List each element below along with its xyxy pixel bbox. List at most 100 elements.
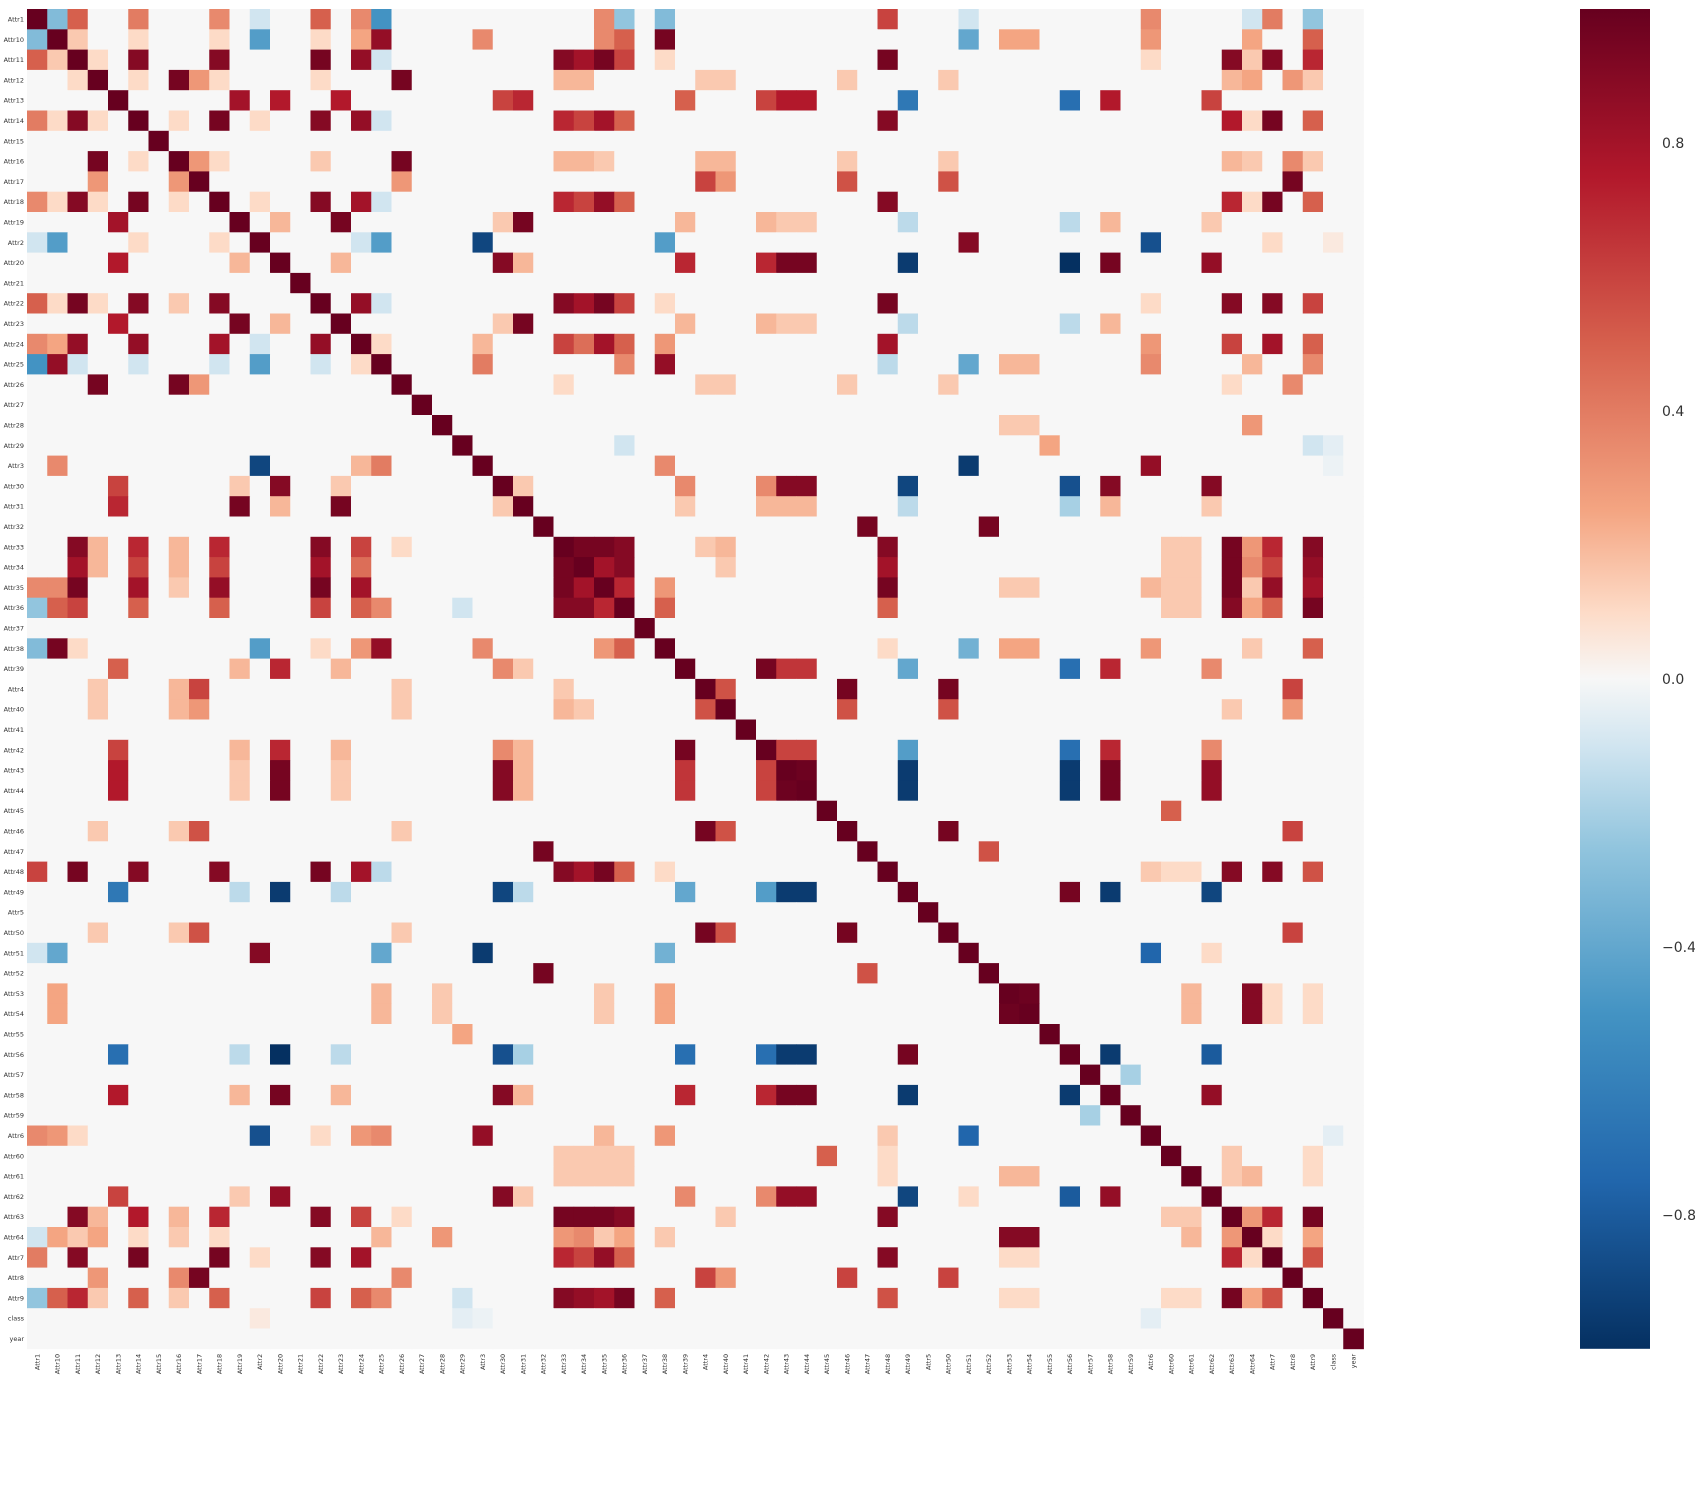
heatmap-cell — [634, 1186, 656, 1208]
y-tick-label: Attr37 — [4, 624, 24, 632]
heatmap-cell — [148, 293, 170, 314]
heatmap-cell — [654, 1044, 676, 1065]
heatmap-cell — [1242, 171, 1263, 193]
heatmap-cell — [351, 232, 372, 253]
heatmap-cell — [756, 435, 777, 456]
heatmap-cell — [1262, 1024, 1283, 1045]
heatmap-cell — [897, 1105, 919, 1126]
heatmap-cell — [1323, 780, 1344, 802]
heatmap-cell — [351, 678, 372, 700]
heatmap-cell — [310, 110, 332, 132]
heatmap-cell — [938, 841, 959, 862]
heatmap-cell — [756, 1227, 777, 1248]
heatmap-cell — [1161, 963, 1182, 984]
heatmap-cell — [1181, 313, 1202, 335]
heatmap-cell — [796, 881, 818, 903]
heatmap-cell — [513, 739, 534, 761]
heatmap-cell — [411, 151, 433, 172]
heatmap-cell — [1343, 151, 1364, 172]
heatmap-cell — [229, 496, 251, 517]
heatmap-cell — [715, 1166, 737, 1187]
heatmap-cell — [756, 394, 777, 416]
heatmap-cell — [128, 1003, 149, 1025]
heatmap-cell — [108, 1206, 129, 1228]
heatmap-cell — [351, 1064, 372, 1086]
heatmap-cell — [249, 719, 271, 741]
heatmap-cell — [1343, 1287, 1364, 1309]
heatmap-cell — [209, 272, 230, 294]
heatmap-cell — [1019, 1003, 1040, 1025]
heatmap-cell — [492, 171, 514, 193]
heatmap-cell — [857, 597, 878, 619]
heatmap-cell — [1262, 963, 1283, 984]
x-tick-label: Attr39 — [681, 1354, 689, 1374]
heatmap-cell — [573, 394, 595, 416]
heatmap-cell — [452, 171, 473, 193]
heatmap-cell — [796, 699, 818, 720]
heatmap-cell — [492, 435, 514, 456]
heatmap-cell — [1343, 1064, 1364, 1086]
heatmap-cell — [1019, 9, 1040, 30]
heatmap-cell — [513, 69, 534, 91]
heatmap-cell — [290, 69, 311, 91]
heatmap-cell — [391, 516, 413, 538]
heatmap-cell — [330, 313, 352, 335]
heatmap-cell — [735, 1287, 757, 1309]
heatmap-cell — [978, 922, 1000, 944]
heatmap-cell — [371, 394, 392, 416]
heatmap-cell — [897, 821, 919, 842]
heatmap-cell — [513, 1125, 534, 1147]
heatmap-cell — [310, 313, 332, 335]
heatmap-cell — [1343, 1227, 1364, 1248]
heatmap-cell — [857, 293, 878, 314]
heatmap-cell — [492, 577, 514, 599]
heatmap-cell — [513, 496, 534, 517]
heatmap-cell — [492, 272, 514, 294]
heatmap-cell — [735, 699, 757, 720]
heatmap-cell — [978, 69, 1000, 91]
heatmap-cell — [1161, 272, 1182, 294]
heatmap-cell — [735, 1044, 757, 1065]
heatmap-cell — [229, 658, 251, 680]
heatmap-cell — [715, 1247, 737, 1268]
heatmap-cell — [756, 293, 777, 314]
heatmap-cell — [715, 69, 737, 91]
heatmap-cell — [1039, 760, 1061, 781]
heatmap-cell — [249, 638, 271, 659]
heatmap-cell — [1323, 1024, 1344, 1045]
heatmap-cell — [999, 597, 1020, 619]
heatmap-cell — [270, 1166, 291, 1187]
heatmap-cell — [452, 699, 473, 720]
heatmap-cell — [938, 719, 959, 741]
heatmap-cell — [1282, 394, 1304, 416]
heatmap-cell — [310, 983, 332, 1005]
heatmap-cell — [209, 1328, 230, 1350]
heatmap-cell — [776, 130, 797, 152]
heatmap-cell — [1059, 841, 1081, 862]
heatmap-cell — [573, 252, 595, 274]
heatmap-cell — [1302, 922, 1324, 944]
heatmap-cell — [67, 151, 89, 172]
heatmap-cell — [290, 983, 311, 1005]
heatmap-cell — [47, 191, 68, 213]
heatmap-cell — [432, 516, 453, 538]
heatmap-cell — [1181, 739, 1202, 761]
heatmap-cell — [1140, 1186, 1162, 1208]
heatmap-cell — [290, 171, 311, 193]
heatmap-cell — [1120, 455, 1142, 477]
heatmap-cell — [330, 557, 352, 578]
heatmap-cell — [229, 902, 251, 923]
heatmap-cell — [1323, 821, 1344, 842]
heatmap-cell — [47, 536, 68, 558]
heatmap-cell — [67, 475, 89, 497]
heatmap-cell — [371, 577, 392, 599]
heatmap-cell — [978, 272, 1000, 294]
heatmap-cell — [857, 29, 878, 50]
heatmap-cell — [1120, 1084, 1142, 1106]
heatmap-cell — [168, 577, 190, 599]
heatmap-cell — [432, 739, 453, 761]
y-tick-label: Attr35 — [4, 584, 24, 592]
heatmap-cell — [249, 577, 271, 599]
heatmap-cell — [857, 963, 878, 984]
heatmap-cell — [1059, 861, 1081, 883]
